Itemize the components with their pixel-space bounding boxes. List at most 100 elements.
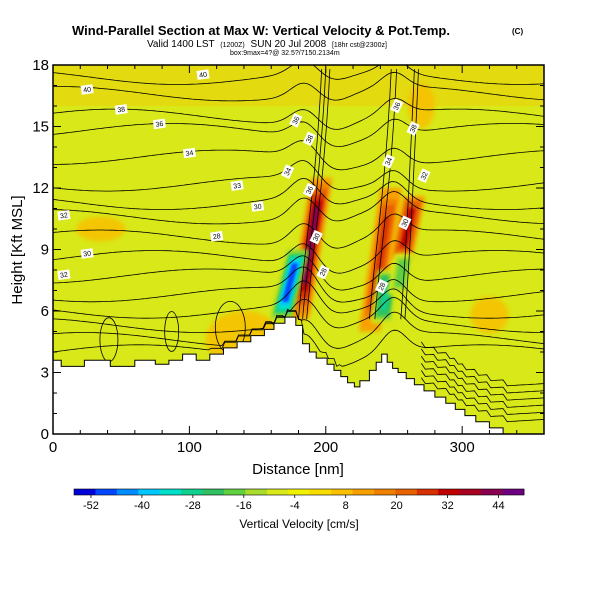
isentrope-label-text: 40 (83, 86, 92, 94)
isentrope-line (306, 69, 331, 320)
isentrope-label: 38 (406, 121, 420, 136)
isentrope-line (420, 341, 544, 387)
colorbar-segment (159, 489, 182, 495)
colorbar-segment (374, 489, 396, 495)
isentrope-label-text: 40 (199, 72, 208, 80)
isentrope-label: 38 (114, 104, 128, 115)
y-tick-label: 0 (41, 426, 49, 443)
isentrope-label-bg (302, 131, 317, 147)
valid-model: [18hr cst@2300z] (332, 42, 387, 49)
isentrope-label-text: 33 (233, 183, 242, 191)
isentrope-line (420, 370, 544, 415)
isentrope-label-text: 36 (155, 121, 164, 129)
colorbar-tick-label: -16 (236, 500, 252, 512)
isentrope-label-bg (182, 147, 196, 159)
isentrope-line (53, 266, 544, 303)
isentrope-label-text: 30 (253, 203, 262, 211)
chart-title: Wind-Parallel Section at Max W: Vertical… (72, 23, 450, 38)
isentrope-line (53, 177, 544, 210)
colorbar-frame (73, 488, 525, 496)
isentrope-label-text: 32 (60, 272, 69, 280)
isentrope-label: 40 (196, 69, 210, 80)
isentrope-label-bg (302, 182, 317, 198)
terrain-mask (53, 316, 544, 434)
colorbar-segment (138, 489, 161, 495)
isentrope-label-text: 30 (401, 218, 411, 228)
isentrope-label: 32 (57, 269, 71, 280)
isentrope-label-text: 36 (393, 101, 403, 111)
isentrope-line (420, 355, 544, 401)
colorbar-segment (245, 489, 268, 495)
copyright-mark: (C) (512, 27, 523, 36)
isentrope-line (53, 280, 544, 319)
colorbar-segment (266, 489, 289, 495)
isentrope-label-text: 38 (305, 134, 315, 144)
isentrope-label: 28 (316, 264, 330, 280)
isentrope-line (298, 69, 323, 320)
isentrope-label: 30 (80, 248, 94, 259)
isentrope-line (404, 69, 419, 320)
x-axis-label: Distance [nm] (252, 461, 344, 478)
isentrope-label: 38 (302, 131, 317, 147)
downdraft-band (282, 263, 298, 302)
isentrope-line (400, 69, 415, 320)
isentrope-label-text: 28 (319, 267, 329, 277)
isentrope-line (420, 377, 544, 423)
isentrope-label-text: 32 (60, 212, 69, 220)
y-axis-label: Height [Kft MSL] (9, 195, 26, 304)
isentrope-label: 36 (289, 112, 303, 128)
isentrope-label-text: 36 (292, 116, 302, 126)
colorbar-segment (95, 489, 118, 495)
x-tick-label: 100 (177, 439, 202, 456)
x-axis-ticks: 0 100 200 300 (49, 65, 518, 456)
isentrope-label-bg (406, 121, 420, 136)
valid-prefix: Valid 1400 LST (147, 39, 215, 50)
colorbar-label: Vertical Velocity [cm/s] (239, 517, 358, 531)
x-tick-label: 200 (313, 439, 338, 456)
isentrope-label: 34 (182, 147, 196, 159)
y-tick-label: 15 (32, 119, 49, 136)
isentrope-label-text: 28 (378, 282, 388, 292)
isentrope-label-bg (316, 264, 330, 280)
isentrope-label: 36 (302, 182, 317, 198)
isentrope-label: 30 (309, 229, 323, 245)
colorbar-segment (481, 489, 503, 495)
y-tick-label: 18 (32, 57, 49, 74)
isentrope-label-bg (152, 118, 166, 130)
colorbar-segment (352, 489, 375, 495)
y-tick-label: 6 (41, 303, 49, 320)
isentrope-label-bg (398, 215, 412, 231)
weak-updraft-patch (76, 216, 126, 242)
isentrope-line (302, 69, 327, 320)
isentrope-label-bg (251, 201, 265, 212)
isentrope-cell (164, 311, 180, 352)
isentrope-label-bg (196, 69, 210, 80)
isentrope-label-bg (57, 269, 71, 280)
isentrope-label: 34 (280, 164, 295, 179)
isentrope-label-bg (289, 112, 303, 128)
colorbar-tick-label: 20 (391, 500, 403, 512)
y-tick-label: 12 (32, 180, 49, 197)
isentrope-line (53, 160, 544, 192)
x-tick-label: 300 (450, 439, 475, 456)
isentrope-label-text: 34 (385, 157, 395, 167)
weak-updraft-patch (407, 83, 435, 129)
colorbar-segment (502, 489, 525, 495)
isentrope-line (420, 348, 544, 394)
colorbar-segment (116, 489, 139, 495)
colorbar-tick-label: -40 (134, 500, 150, 512)
isentrope-line (53, 296, 544, 333)
isentrope-label-bg (375, 279, 389, 294)
isentrope-line (53, 191, 544, 225)
box-info: box:9max=4?@ 32.5?/7150.2134m (230, 50, 340, 57)
isentrope-line (53, 140, 544, 171)
isentrope-label-bg (80, 84, 94, 95)
colorbar-segment (459, 489, 482, 495)
isentrope-line (53, 240, 544, 274)
upper-tint (53, 65, 544, 106)
isentrope-label: 28 (210, 230, 224, 242)
isentrope-label-text: 30 (312, 233, 322, 243)
isentrope-label-text: 36 (305, 185, 315, 195)
colorbar: -52 -40 -28 -16 -4 8 20 32 44 (73, 488, 525, 512)
